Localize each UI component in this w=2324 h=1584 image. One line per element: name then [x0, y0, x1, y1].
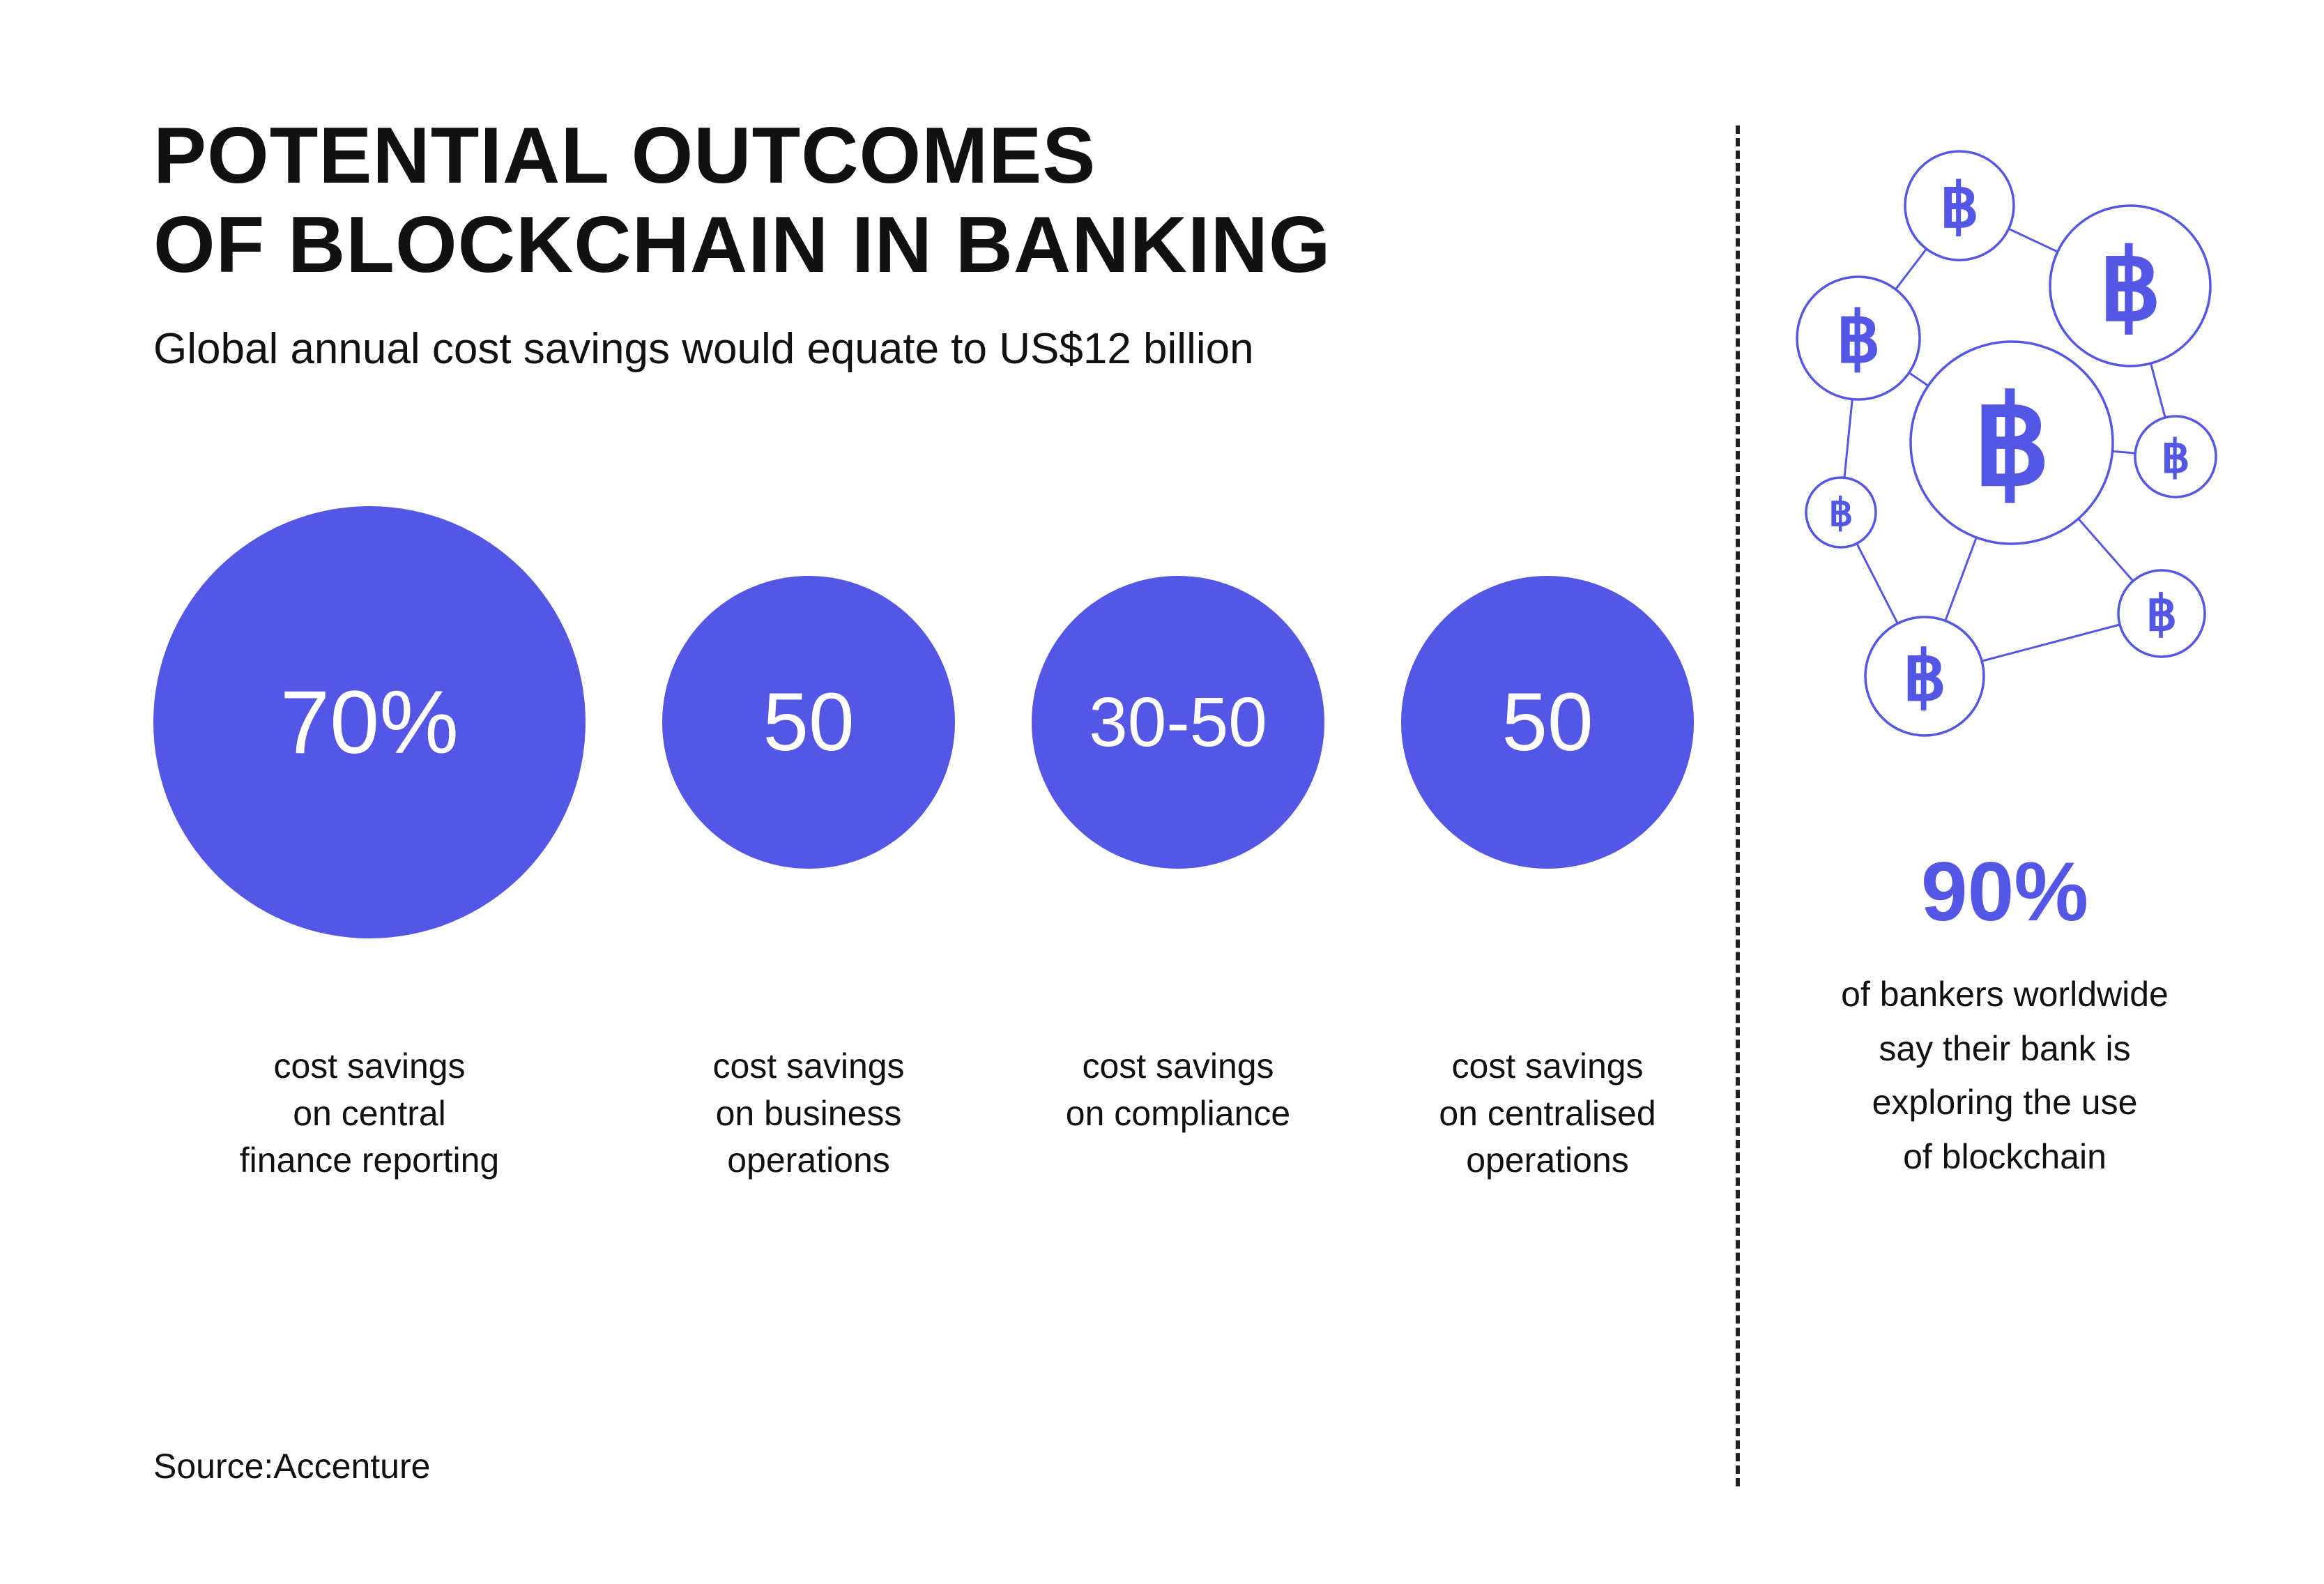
- network-svg: ฿฿฿฿฿฿฿฿: [1782, 125, 2228, 767]
- stat-bubble-value: 50: [1501, 675, 1593, 770]
- bitcoin-icon: ฿: [1836, 299, 1881, 377]
- stat-bubble-label-3: cost savingson centralisedoperations: [1401, 1043, 1694, 1185]
- network-node-0: ฿: [1905, 151, 2014, 260]
- network-node-7: ฿: [1865, 617, 1984, 736]
- network-edge-6: [2079, 519, 2133, 581]
- page-subtitle: Global annual cost savings would equate …: [153, 324, 1694, 374]
- left-panel: POTENTIAL OUTCOMES OF BLOCKCHAIN IN BANK…: [153, 112, 1736, 1486]
- stat-bubble-label-2: cost savingson compliance: [1032, 1043, 1324, 1137]
- page-title: POTENTIAL OUTCOMES OF BLOCKCHAIN IN BANK…: [153, 112, 1694, 289]
- bitcoin-icon: ฿: [2146, 586, 2178, 641]
- bitcoin-icon: ฿: [1973, 375, 2050, 511]
- bitcoin-icon: ฿: [1903, 638, 1946, 715]
- stat-bubble-0: 70%: [153, 506, 586, 938]
- bubble-col-3: 50: [1401, 576, 1694, 869]
- right-panel: ฿฿฿฿฿฿฿฿ 90% of bankers worldwidesay the…: [1740, 112, 2228, 1486]
- title-line-2: OF BLOCKCHAIN IN BANKING: [153, 201, 1331, 289]
- right-stat-value: 90%: [1921, 844, 2088, 940]
- stat-bubble-3: 50: [1401, 576, 1694, 869]
- bitcoin-icon: ฿: [1940, 172, 1979, 241]
- network-node-6: ฿: [2118, 570, 2205, 657]
- title-line-1: POTENTIAL OUTCOMES: [153, 112, 1096, 200]
- bubble-col-0: 70%: [153, 506, 586, 938]
- source-text: Source:Accenture: [153, 1446, 430, 1486]
- network-edge-0: [2009, 229, 2058, 252]
- stat-bubble-1: 50: [662, 576, 955, 869]
- network-node-5: ฿: [1806, 478, 1876, 547]
- stat-bubble-value: 70%: [280, 671, 459, 774]
- stat-bubble-value: 30-50: [1089, 683, 1267, 763]
- stat-bubble-label-0: cost savingson centralfinance reporting: [153, 1043, 586, 1185]
- stat-bubble-2: 30-50: [1032, 576, 1324, 869]
- stat-bubble-value: 50: [763, 675, 854, 770]
- bitcoin-icon: ฿: [2099, 231, 2161, 341]
- network-node-3: ฿: [1911, 342, 2113, 544]
- infographic-page: POTENTIAL OUTCOMES OF BLOCKCHAIN IN BANK…: [0, 0, 2324, 1584]
- bubbles-row: 70% 50 30-50 50: [153, 506, 1694, 938]
- bitcoin-icon: ฿: [2161, 432, 2189, 482]
- network-edge-3: [1909, 373, 1928, 386]
- bubble-col-1: 50: [662, 576, 955, 869]
- stat-bubble-label-1: cost savingson businessoperations: [662, 1043, 955, 1185]
- network-node-1: ฿: [2050, 206, 2210, 366]
- bubble-col-2: 30-50: [1032, 576, 1324, 869]
- network-edge-9: [1982, 625, 2120, 661]
- network-edge-8: [1857, 544, 1898, 624]
- bitcoin-icon: ฿: [1829, 491, 1853, 534]
- bubble-labels-row: cost savingson centralfinance reporting c…: [153, 1043, 1694, 1185]
- network-edge-5: [2112, 451, 2135, 453]
- right-stat-text: of bankers worldwidesay their bank isexp…: [1841, 968, 2169, 1184]
- network-edge-2: [2150, 363, 2165, 418]
- network-node-2: ฿: [1797, 277, 1920, 399]
- network-node-4: ฿: [2135, 416, 2216, 497]
- network-edge-1: [1895, 249, 1926, 289]
- bitcoin-network-graphic: ฿฿฿฿฿฿฿฿: [1782, 125, 2228, 767]
- network-edge-4: [1844, 399, 1852, 478]
- network-edge-7: [1945, 538, 1977, 621]
